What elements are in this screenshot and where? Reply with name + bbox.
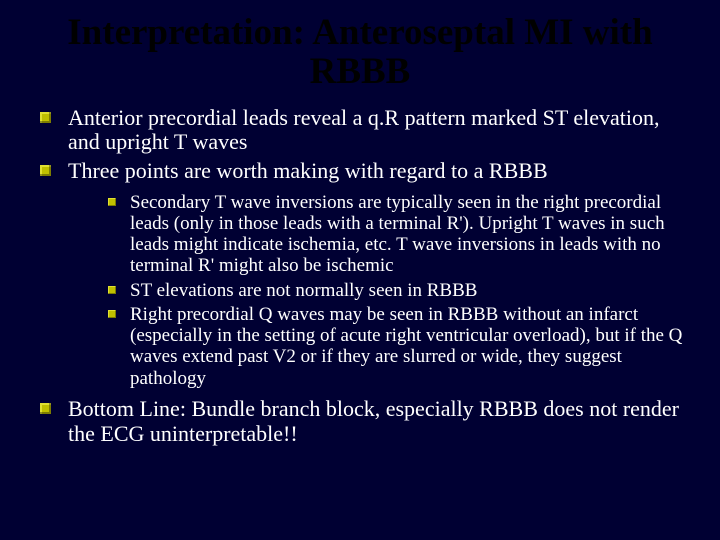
list-item: Anterior precordial leads reveal a q.R p… xyxy=(36,106,690,155)
bullet-text: Secondary T wave inversions are typicall… xyxy=(130,192,665,277)
slide-title: Interpretation: Anteroseptal MI with RBB… xyxy=(30,14,690,92)
list-item: Three points are worth making with regar… xyxy=(36,159,690,389)
list-item: Secondary T wave inversions are typicall… xyxy=(106,192,690,277)
bullet-text: ST elevations are not normally seen in R… xyxy=(130,280,477,301)
slide: Interpretation: Anteroseptal MI with RBB… xyxy=(0,0,720,540)
bullet-text: Anterior precordial leads reveal a q.R p… xyxy=(68,105,660,155)
list-item: ST elevations are not normally seen in R… xyxy=(106,280,690,301)
list-item: Bottom Line: Bundle branch block, especi… xyxy=(36,397,690,446)
bullet-list-level1: Anterior precordial leads reveal a q.R p… xyxy=(30,106,690,447)
bullet-list-level2: Secondary T wave inversions are typicall… xyxy=(68,192,690,389)
bullet-text: Right precordial Q waves may be seen in … xyxy=(130,304,682,389)
bullet-text: Three points are worth making with regar… xyxy=(68,158,548,183)
list-item: Right precordial Q waves may be seen in … xyxy=(106,304,690,389)
bullet-text: Bottom Line: Bundle branch block, especi… xyxy=(68,396,679,446)
